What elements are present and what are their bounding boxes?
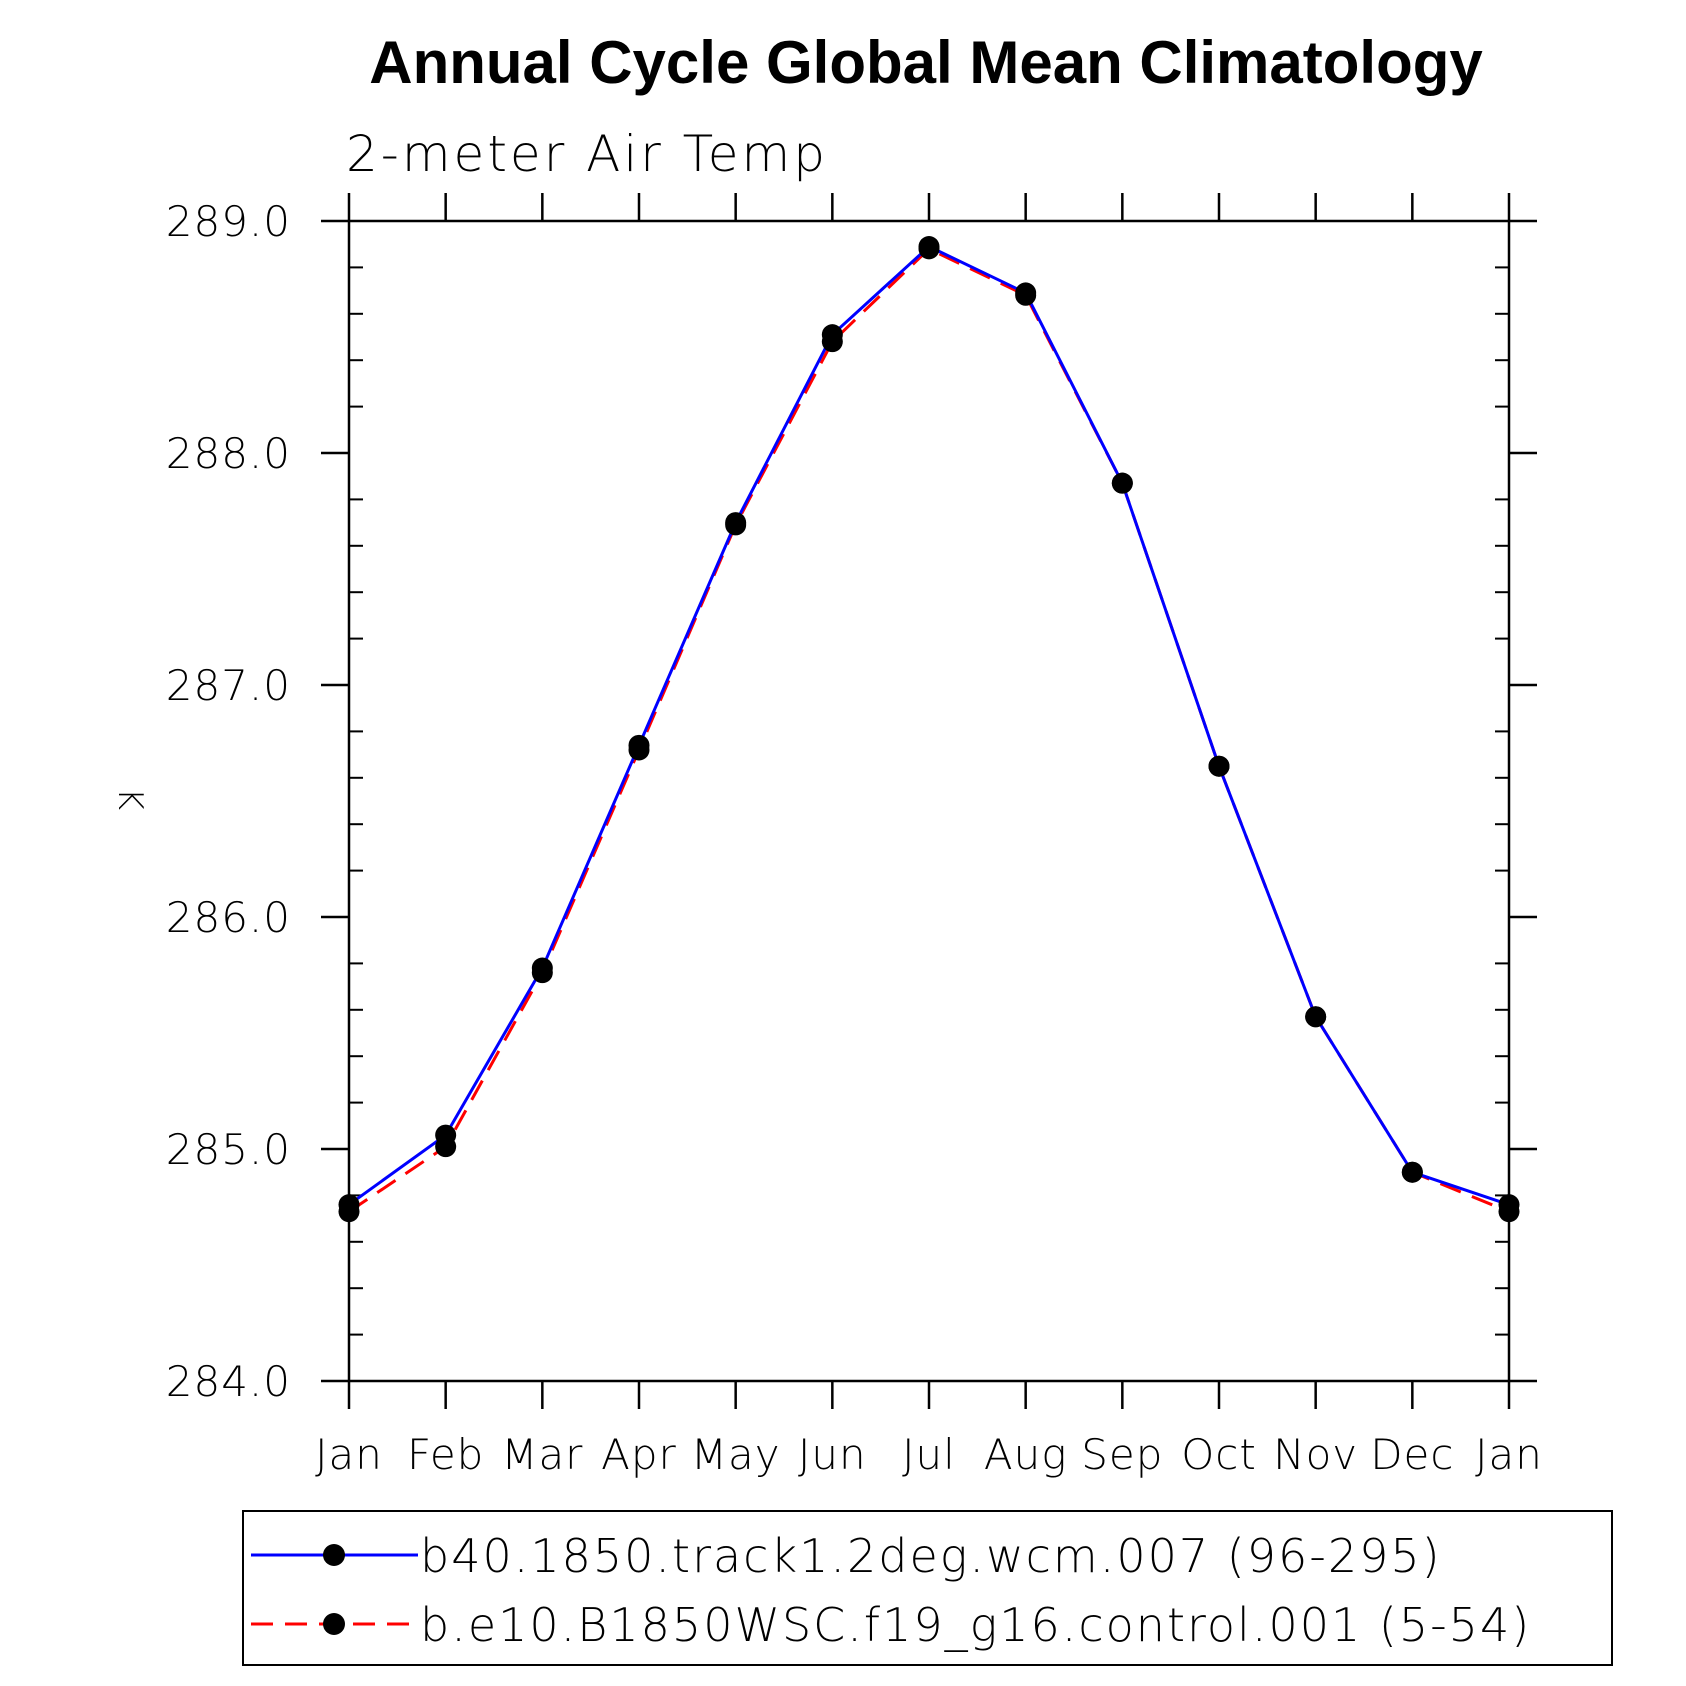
data-point-series-1 [1111,472,1133,494]
data-point-series-1 [725,512,747,534]
y-tick-label: 289.0 [166,197,291,246]
chart-title: Annual Cycle Global Mean Climatology [369,29,1483,96]
x-tick-label: May [691,1430,781,1479]
y-tick-label: 286.0 [166,893,291,942]
x-tick-label: Aug [984,1430,1068,1479]
legend-swatch-marker-2 [323,1613,345,1635]
data-point-series-1 [1401,1161,1423,1183]
x-tick-label: Oct [1181,1430,1257,1479]
series-line-2 [348,247,1510,1214]
series-markers [338,236,1520,1223]
y-tick-label: 287.0 [166,661,291,710]
x-tick-label: Feb [407,1430,484,1479]
axes: Jan Feb Mar Apr May Jun Jul Aug Sep Oct Nov Dec Jan 2… [166,193,1543,1479]
series-line-1 [348,245,1510,1207]
x-tick-label: Nov [1273,1430,1358,1479]
legend-box [242,1510,1613,1666]
plot-frame [347,219,1511,1383]
x-tick-label: Dec [1370,1430,1454,1479]
data-point-series-1 [918,236,940,258]
x-tick-label: Mar [501,1430,583,1479]
series-lines [348,245,1510,1214]
data-point-series-1 [1208,755,1230,777]
data-point-series-1 [821,324,843,346]
x-tick-label: Jul [902,1430,956,1479]
data-point-series-1 [1498,1194,1520,1216]
x-tick-label: Jan [315,1430,383,1479]
legend-swatch-marker-1 [323,1544,345,1566]
x-tick-label: Jan [1475,1430,1543,1479]
legend: b40.1850.track1.2deg.wcm.007 (96-295) b.… [242,1510,1613,1666]
legend-entry-1: b40.1850.track1.2deg.wcm.007 (96-295) [420,1529,1442,1583]
data-point-series-1 [1305,1006,1327,1028]
y-tick-label: 285.0 [166,1125,291,1174]
y-tick-label: 284.0 [166,1357,291,1406]
data-point-series-1 [628,734,650,756]
x-tick-label: Jun [798,1430,867,1479]
data-point-series-1 [435,1124,457,1146]
y-axis-label: K [110,788,150,810]
legend-entry-2: b.e10.B1850WSC.f19_g16.control.001 (5-54… [420,1598,1531,1652]
data-point-series-1 [1015,282,1037,304]
chart-subtitle: 2-meter Air Temp [346,125,828,183]
x-tick-label: Apr [601,1430,677,1479]
x-tick-label: Sep [1081,1430,1163,1479]
data-point-series-1 [531,957,553,979]
data-point-series-1 [338,1194,360,1216]
y-tick-label: 288.0 [166,429,291,478]
